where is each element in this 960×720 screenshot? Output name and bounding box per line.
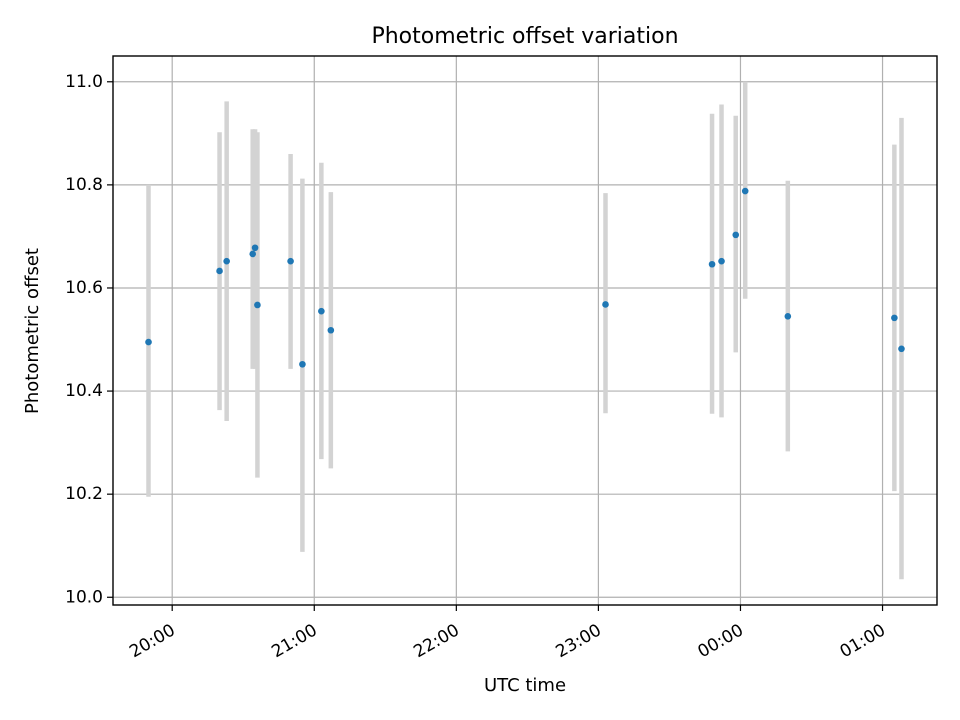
data-points: [145, 187, 905, 368]
data-point: [718, 257, 725, 265]
data-point: [318, 307, 325, 315]
data-point: [223, 257, 230, 265]
data-point: [254, 301, 261, 309]
y-tick-label: 10.6: [65, 278, 103, 298]
data-point: [708, 260, 716, 268]
data-point: [249, 250, 257, 258]
x-tick-label: 23:00: [552, 620, 604, 662]
data-point: [299, 360, 306, 368]
chart-title: Photometric offset variation: [371, 24, 678, 49]
data-point: [145, 338, 152, 346]
data-point: [741, 187, 749, 195]
x-axis: 20:00 21:00 22:00 23:00 00:00 01:00: [126, 605, 889, 662]
data-point: [732, 231, 740, 239]
y-tick-label: 10.8: [65, 175, 103, 195]
data-point: [784, 313, 792, 320]
plot-frame: [112, 55, 938, 606]
data-point: [891, 314, 898, 322]
x-axis-label: UTC time: [484, 675, 566, 696]
x-tick-label: 20:00: [126, 620, 178, 662]
data-point: [287, 257, 294, 265]
x-tick-label: 22:00: [410, 620, 462, 662]
plot-area: [112, 55, 938, 606]
y-tick-label: 11.0: [65, 72, 103, 92]
y-tick-label: 10.2: [65, 484, 103, 504]
grid: [113, 56, 937, 605]
data-point: [251, 244, 259, 252]
y-axis: 10.0 10.2 10.4 10.6 10.8 11.0: [65, 72, 113, 607]
data-point: [327, 326, 335, 334]
data-point: [216, 267, 223, 275]
y-tick-label: 10.0: [65, 587, 103, 607]
x-tick-label: 01:00: [837, 620, 889, 662]
y-axis-label: Photometric offset: [22, 248, 43, 414]
data-point: [602, 301, 609, 308]
errorbars: [146, 81, 904, 580]
y-tick-label: 10.4: [65, 381, 103, 401]
x-tick-label: 00:00: [695, 620, 747, 662]
x-tick-label: 21:00: [268, 620, 320, 662]
data-point: [898, 345, 905, 353]
